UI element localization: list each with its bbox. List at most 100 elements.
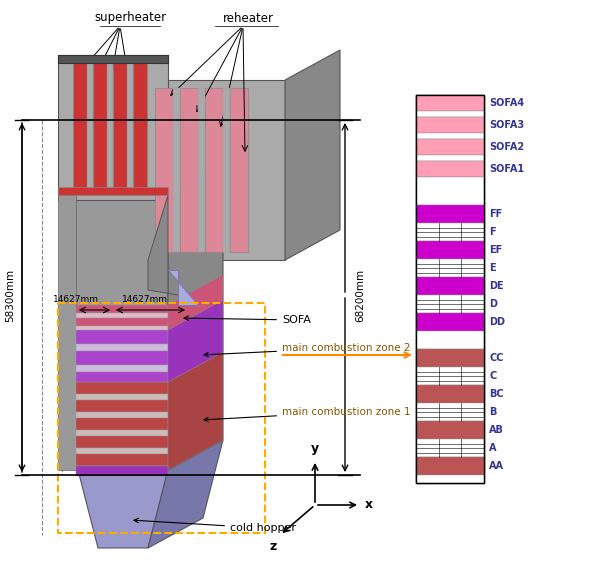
Polygon shape <box>173 88 180 252</box>
Polygon shape <box>416 421 484 439</box>
Polygon shape <box>155 88 173 252</box>
Polygon shape <box>416 223 484 241</box>
Polygon shape <box>76 351 168 365</box>
Polygon shape <box>76 365 168 372</box>
Text: SOFA1: SOFA1 <box>489 164 524 174</box>
Polygon shape <box>416 331 484 349</box>
Polygon shape <box>58 187 168 195</box>
Polygon shape <box>223 88 230 252</box>
Polygon shape <box>76 305 168 313</box>
Polygon shape <box>148 195 208 310</box>
Polygon shape <box>133 62 147 190</box>
Text: main combustion zone 2: main combustion zone 2 <box>204 343 410 357</box>
Text: 14627mm: 14627mm <box>53 295 99 304</box>
Text: reheater: reheater <box>223 12 274 25</box>
Text: 14627mm: 14627mm <box>122 295 168 304</box>
Polygon shape <box>73 62 87 190</box>
Polygon shape <box>76 466 168 470</box>
Text: E: E <box>489 263 496 273</box>
Text: EF: EF <box>489 245 502 255</box>
Polygon shape <box>416 111 484 117</box>
Polygon shape <box>198 88 205 252</box>
Polygon shape <box>78 470 168 548</box>
Polygon shape <box>416 313 484 331</box>
Polygon shape <box>76 412 168 418</box>
Text: C: C <box>489 371 496 381</box>
Polygon shape <box>416 205 484 223</box>
Text: 68200mm: 68200mm <box>355 268 365 322</box>
Polygon shape <box>416 277 484 295</box>
Polygon shape <box>76 326 168 330</box>
Polygon shape <box>416 241 484 259</box>
Polygon shape <box>416 457 484 475</box>
Polygon shape <box>148 440 223 548</box>
Text: AB: AB <box>489 425 504 435</box>
Text: AA: AA <box>489 461 504 471</box>
Polygon shape <box>76 372 168 382</box>
Polygon shape <box>180 88 198 252</box>
Polygon shape <box>113 62 127 190</box>
Polygon shape <box>127 62 133 190</box>
Polygon shape <box>416 155 484 161</box>
Text: superheater: superheater <box>94 12 166 25</box>
Polygon shape <box>416 475 484 483</box>
Polygon shape <box>416 177 484 205</box>
Polygon shape <box>76 382 168 394</box>
Text: 58300mm: 58300mm <box>5 268 15 322</box>
Polygon shape <box>205 88 223 252</box>
Text: B: B <box>489 407 496 417</box>
Text: SOFA: SOFA <box>184 315 311 325</box>
Polygon shape <box>168 165 223 470</box>
Polygon shape <box>416 385 484 403</box>
Polygon shape <box>416 403 484 421</box>
Polygon shape <box>76 430 168 436</box>
Polygon shape <box>76 394 168 400</box>
Polygon shape <box>168 270 198 305</box>
Polygon shape <box>76 344 168 351</box>
Polygon shape <box>416 117 484 133</box>
Polygon shape <box>416 367 484 385</box>
Polygon shape <box>76 318 168 326</box>
Polygon shape <box>58 55 168 200</box>
Polygon shape <box>76 454 168 466</box>
Text: A: A <box>489 443 497 453</box>
Text: F: F <box>489 227 496 237</box>
Text: x: x <box>365 499 373 512</box>
Text: DD: DD <box>489 317 505 327</box>
Polygon shape <box>416 95 484 483</box>
Text: z: z <box>270 540 277 553</box>
Text: SOFA4: SOFA4 <box>489 98 524 108</box>
Polygon shape <box>416 139 484 155</box>
Text: cold hopper: cold hopper <box>134 518 296 533</box>
Polygon shape <box>76 466 168 476</box>
Polygon shape <box>76 436 168 448</box>
Polygon shape <box>230 88 248 252</box>
Text: CC: CC <box>489 353 503 363</box>
Polygon shape <box>285 50 340 260</box>
Polygon shape <box>168 275 223 330</box>
Text: BC: BC <box>489 389 503 399</box>
Polygon shape <box>416 295 484 313</box>
Polygon shape <box>76 313 168 318</box>
Polygon shape <box>168 300 223 382</box>
Polygon shape <box>58 55 168 63</box>
Polygon shape <box>76 448 168 454</box>
Polygon shape <box>87 62 93 190</box>
Polygon shape <box>148 80 285 260</box>
Text: y: y <box>311 442 319 455</box>
Polygon shape <box>76 195 168 305</box>
Polygon shape <box>416 349 484 367</box>
Text: DE: DE <box>489 281 503 291</box>
Polygon shape <box>76 418 168 430</box>
Polygon shape <box>416 133 484 139</box>
Polygon shape <box>416 95 484 111</box>
Text: SOFA2: SOFA2 <box>489 142 524 152</box>
Polygon shape <box>416 439 484 457</box>
Text: main combustion zone 1: main combustion zone 1 <box>204 407 410 422</box>
Polygon shape <box>416 259 484 277</box>
Polygon shape <box>76 330 168 344</box>
Polygon shape <box>168 352 223 470</box>
Polygon shape <box>107 62 113 190</box>
Polygon shape <box>93 62 107 190</box>
Polygon shape <box>76 400 168 412</box>
